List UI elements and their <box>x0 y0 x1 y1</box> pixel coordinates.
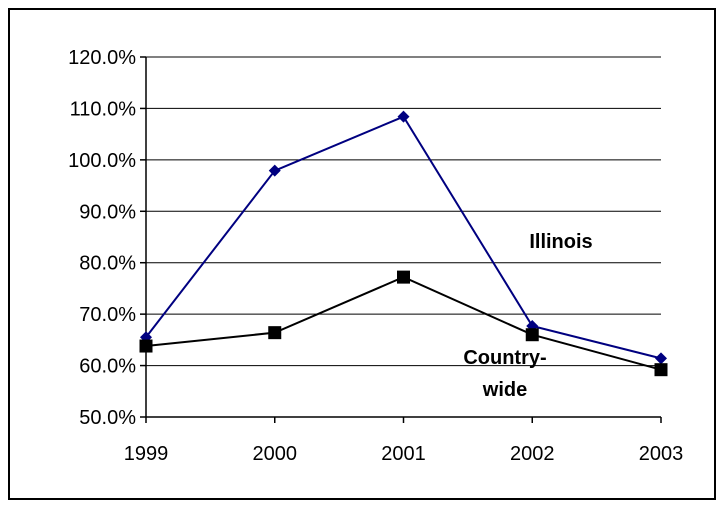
chart-frame <box>8 8 716 500</box>
data-point-illinois <box>655 352 667 365</box>
x-tick-label: 2000 <box>253 443 298 465</box>
data-point-country-wide <box>268 326 282 340</box>
y-tick-label: 80.0% <box>79 253 136 275</box>
y-tick-label: 100.0% <box>68 150 136 172</box>
data-point-country-wide <box>139 339 153 353</box>
series-label-country-wide-line2: wide <box>482 379 527 401</box>
series-line-country-wide <box>145 276 662 371</box>
y-tick-label: 120.0% <box>68 47 136 69</box>
x-tick-label: 2003 <box>639 443 684 465</box>
series-label-country-wide-line1: Country- <box>463 347 546 369</box>
data-point-illinois <box>268 164 281 177</box>
data-point-country-wide <box>397 270 410 284</box>
y-tick-label: 50.0% <box>79 407 136 429</box>
data-point-country-wide <box>525 328 539 342</box>
data-point-country-wide <box>654 363 668 377</box>
series-label-illinois: Illinois <box>529 231 592 253</box>
x-tick-label: 2002 <box>510 443 555 465</box>
tick-labels: 50.0% 60.0% 70.0% 80.0% 90.0% 100.0% 110.0% 120… <box>68 47 683 465</box>
grid-lines <box>146 56 661 367</box>
x-tick-label: 2001 <box>381 443 426 465</box>
y-tick-label: 90.0% <box>79 201 136 223</box>
y-tick-label: 60.0% <box>79 356 136 378</box>
y-tick-label: 110.0% <box>70 98 137 120</box>
series-labels: Illinois Country- wide <box>463 231 592 401</box>
data-point-illinois <box>397 110 410 123</box>
x-tick-label: 1999 <box>124 443 169 465</box>
y-tick-label: 70.0% <box>79 304 136 326</box>
series <box>139 110 668 377</box>
